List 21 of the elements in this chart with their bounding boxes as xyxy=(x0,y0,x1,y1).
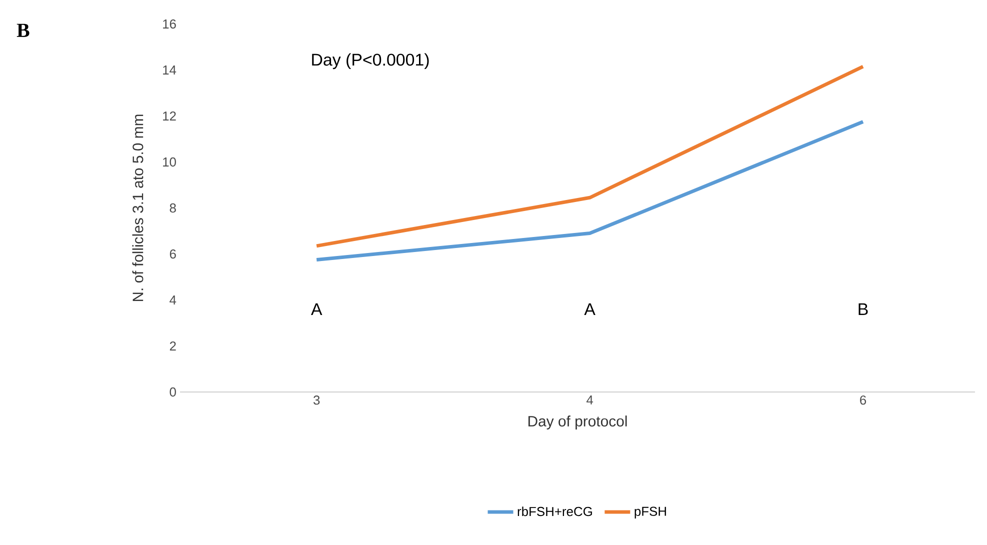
y-tick-label: 4 xyxy=(170,296,176,304)
x-tick-label: 4 xyxy=(586,396,594,404)
x-tick-label: 6 xyxy=(860,396,866,405)
legend-label: rbFSH+reCG xyxy=(518,506,592,516)
y-tick-label: 16 xyxy=(163,19,176,29)
y-tick-label: 6 xyxy=(170,249,176,259)
y-tick-label: 0 xyxy=(170,387,176,397)
annotation: Day (P<0.0001) xyxy=(312,53,429,70)
annotation: A xyxy=(310,303,322,316)
legend-label: pFSH xyxy=(634,506,666,518)
y-tick-label: 10 xyxy=(163,157,176,167)
annotation: A xyxy=(584,303,596,316)
text: B xyxy=(16,24,30,37)
y-axis-title: N. of follicles 3.1 ato 5.0 mm xyxy=(132,114,144,302)
x-tick-label: 3 xyxy=(314,396,320,405)
y-tick-label: 2 xyxy=(170,341,176,351)
x-axis-title: Day of protocol xyxy=(528,416,627,430)
y-tick-label: 8 xyxy=(170,203,176,213)
y-tick-label: 12 xyxy=(163,111,176,121)
y-tick-label: 14 xyxy=(163,66,176,74)
annotation: B xyxy=(858,303,868,316)
